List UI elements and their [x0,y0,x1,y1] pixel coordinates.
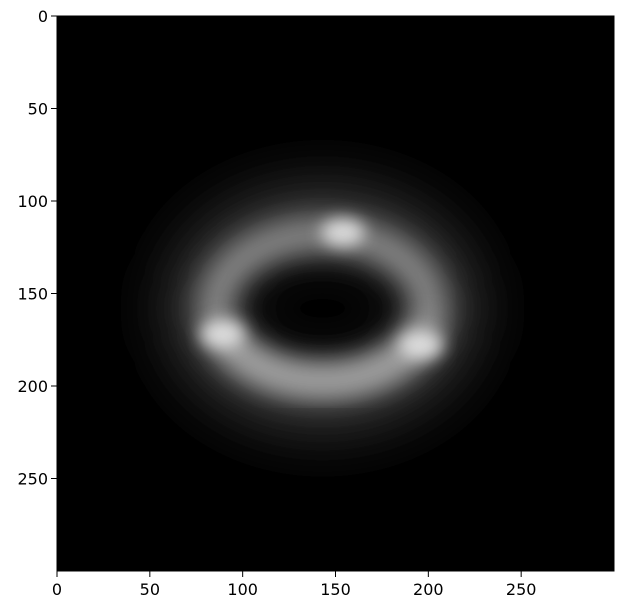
y-tick-label: 0 [38,7,48,26]
y-axis: 0 50 100 150 200 250 [17,7,57,489]
y-tick-label: 100 [17,192,48,211]
image-plot-area [56,15,615,572]
image-content [57,16,614,571]
bright-spot [398,331,443,360]
x-tick-label: 0 [52,580,62,599]
y-tick-label: 150 [17,285,48,304]
bright-spot [200,320,245,349]
x-tick-label: 50 [140,580,160,599]
y-tick-label: 50 [28,100,48,119]
x-tick-label: 150 [320,580,351,599]
ring-halo [166,186,479,431]
bright-spot [320,218,365,247]
image-background [57,16,614,571]
x-tick-label: 250 [506,580,537,599]
y-tick-label: 250 [17,470,48,489]
x-axis: 0 50 100 150 200 250 [52,571,537,599]
x-tick-label: 200 [413,580,444,599]
y-tick-label: 200 [17,377,48,396]
x-tick-label: 100 [227,580,258,599]
